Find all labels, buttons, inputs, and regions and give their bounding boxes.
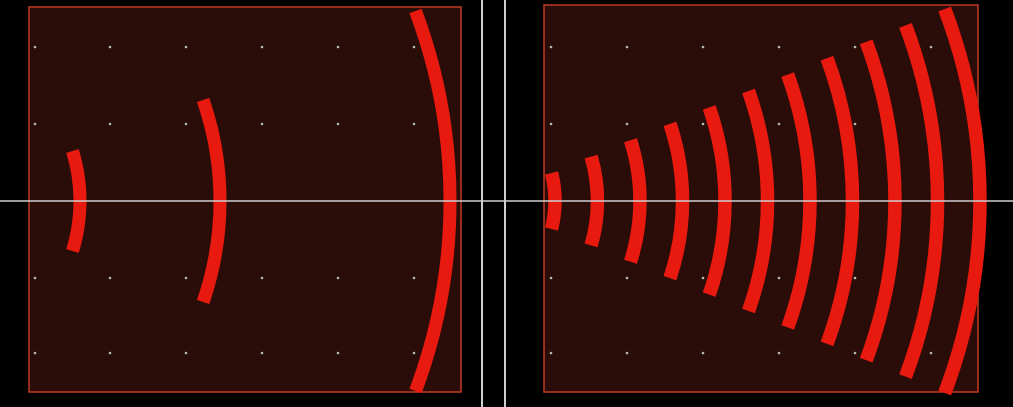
grid-dot — [33, 45, 37, 49]
left-panel-grid — [33, 45, 416, 355]
grid-dot — [336, 45, 340, 49]
grid-dot — [549, 45, 553, 49]
grid-dot — [929, 351, 933, 355]
grid-dot — [853, 351, 857, 355]
grid-dot — [336, 122, 340, 126]
grid-dot — [853, 122, 857, 126]
grid-dot — [184, 122, 188, 126]
grid-dot — [929, 45, 933, 49]
grid-dot — [701, 45, 705, 49]
grid-dot — [549, 276, 553, 280]
grid-dot — [777, 45, 781, 49]
grid-dot — [625, 351, 629, 355]
grid-dot — [108, 122, 112, 126]
grid-dot — [412, 45, 416, 49]
grid-dot — [260, 122, 264, 126]
grid-dot — [701, 351, 705, 355]
grid-dot — [853, 276, 857, 280]
grid-dot — [625, 122, 629, 126]
grid-dot — [336, 276, 340, 280]
grid-dot — [108, 45, 112, 49]
grid-dot — [701, 122, 705, 126]
grid-dot — [549, 122, 553, 126]
grid-dot — [184, 276, 188, 280]
grid-dot — [412, 276, 416, 280]
grid-dot — [260, 45, 264, 49]
left-panel-frame — [28, 6, 462, 393]
grid-dot — [412, 122, 416, 126]
grid-dot — [33, 351, 37, 355]
grid-dot — [260, 351, 264, 355]
grid-dot — [184, 351, 188, 355]
grid-dot — [336, 351, 340, 355]
grid-dot — [108, 276, 112, 280]
grid-dot — [549, 351, 553, 355]
grid-dot — [853, 45, 857, 49]
grid-dot — [33, 276, 37, 280]
grid-dot — [260, 276, 264, 280]
grid-dot — [108, 351, 112, 355]
grid-dot — [33, 122, 37, 126]
grid-dot — [701, 276, 705, 280]
left-panel — [28, 6, 462, 394]
grid-dot — [412, 351, 416, 355]
grid-dot — [184, 45, 188, 49]
grid-dot — [625, 45, 629, 49]
grid-dot — [777, 122, 781, 126]
grid-dot — [625, 276, 629, 280]
grid-dot — [777, 276, 781, 280]
right-panel — [543, 4, 987, 396]
grid-dot — [777, 351, 781, 355]
